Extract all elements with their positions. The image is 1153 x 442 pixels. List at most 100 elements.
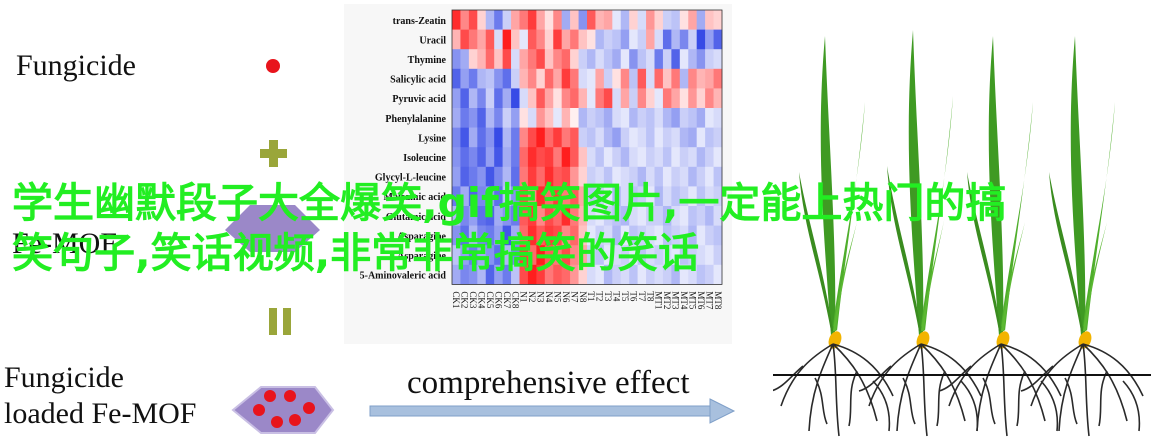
heatmap-cell — [587, 29, 596, 50]
heatmap-cell — [629, 147, 638, 168]
heatmap-cell — [705, 245, 714, 266]
heatmap-cell — [544, 147, 554, 168]
heatmap-col-label: MT6 — [696, 291, 706, 310]
heatmap-cell — [671, 166, 681, 187]
heatmap: trans-Zeatin Uracil Thymine Salicylic acid P… — [360, 9, 723, 310]
heatmap-cell — [595, 147, 605, 168]
heatmap-cell — [527, 49, 537, 70]
heatmap-cell — [603, 147, 613, 168]
heatmap-cell — [578, 147, 588, 168]
heatmap-cell — [587, 186, 596, 207]
heatmap-cell — [452, 108, 461, 128]
heatmap-cell — [612, 88, 622, 109]
heatmap-cell — [637, 10, 647, 30]
heatmap-cell — [671, 29, 681, 50]
heatmap-cell — [502, 245, 512, 266]
heatmap-cell — [713, 206, 723, 226]
heatmap-cell — [620, 245, 630, 266]
heatmap-cell — [485, 29, 495, 50]
heatmap-cell — [544, 88, 554, 109]
heatmap-cell — [629, 88, 638, 109]
heatmap-cell — [570, 108, 579, 128]
heatmap-cell — [646, 264, 655, 285]
heatmap-cell — [612, 225, 622, 246]
heatmap-cell — [696, 29, 706, 50]
heatmap-cell — [578, 127, 588, 148]
heatmap-cell — [544, 264, 554, 285]
heatmap-col-label: N2 — [527, 291, 537, 302]
heatmap-cell — [713, 29, 723, 50]
heatmap-cell — [553, 29, 562, 50]
pause-icon — [269, 308, 291, 335]
heatmap-cell — [595, 225, 605, 246]
heatmap-cell — [536, 206, 546, 226]
heatmap-cell — [536, 264, 546, 285]
heatmap-cell — [713, 186, 723, 207]
heatmap-cell — [561, 49, 571, 70]
heatmap-cell — [494, 88, 503, 109]
heatmap-cell — [662, 206, 672, 226]
heatmap-cell — [595, 206, 605, 226]
heatmap-cell — [561, 68, 571, 89]
heatmap-cell — [637, 166, 647, 187]
heatmap-cell — [679, 49, 689, 70]
heatmap-cell — [654, 186, 664, 207]
heatmap-cell — [705, 264, 714, 285]
heatmap-cell — [646, 186, 655, 207]
heatmap-cell — [527, 166, 537, 187]
heatmap-col-label: CK3 — [468, 291, 478, 309]
heatmap-row-label: Glycyl-L-leucine — [375, 173, 447, 184]
heatmap-cell — [629, 68, 638, 89]
heatmap-cell — [612, 108, 622, 128]
heatmap-cell — [629, 186, 638, 207]
heatmap-row-label: Salicylic acid — [390, 75, 446, 86]
heatmap-cell — [603, 108, 613, 128]
heatmap-cell — [595, 264, 605, 285]
heatmap-cell — [485, 225, 495, 246]
heatmap-cell — [629, 166, 638, 187]
heatmap-cell — [595, 88, 605, 109]
heatmap-cell — [468, 264, 478, 285]
heatmap-cell — [637, 206, 647, 226]
heatmap-cell — [477, 186, 487, 207]
heatmap-cell — [460, 225, 470, 246]
heatmap-cell — [671, 108, 681, 128]
heatmap-cell — [494, 245, 503, 266]
heatmap-cell — [511, 108, 520, 128]
heatmap-cell — [553, 127, 562, 148]
heatmap-cell — [696, 264, 706, 285]
heatmap-cell — [603, 264, 613, 285]
heatmap-cell — [544, 206, 554, 226]
heatmap-cell — [688, 206, 697, 226]
heatmap-cell — [595, 166, 605, 187]
heatmap-cell — [696, 186, 706, 207]
heatmap-col-label: T5 — [620, 291, 630, 301]
heatmap-cell — [502, 29, 512, 50]
heatmap-cell — [452, 225, 461, 246]
heatmap-cell — [468, 186, 478, 207]
heatmap-cell — [468, 225, 478, 246]
heatmap-cell — [527, 147, 537, 168]
heatmap-col-label: MT2 — [662, 291, 672, 309]
heatmap-cell — [536, 245, 546, 266]
heatmap-cell — [662, 68, 672, 89]
heatmap-cell — [477, 225, 487, 246]
heatmap-cell — [502, 225, 512, 246]
heatmap-cell — [494, 108, 503, 128]
heatmap-cell — [511, 147, 520, 168]
heatmap-cell — [671, 245, 681, 266]
heatmap-cell — [502, 10, 512, 30]
heatmap-cell — [705, 186, 714, 207]
heatmap-cell — [696, 166, 706, 187]
heatmap-cell — [452, 186, 461, 207]
heatmap-cell — [544, 245, 554, 266]
heatmap-cell — [477, 147, 487, 168]
heatmap-cell — [553, 245, 562, 266]
heatmap-cell — [713, 127, 723, 148]
heatmap-cell — [527, 10, 537, 30]
heatmap-cell — [646, 49, 655, 70]
heatmap-cell — [578, 29, 588, 50]
heatmap-col-label: MT1 — [654, 291, 664, 309]
heatmap-col-label: CK2 — [460, 291, 470, 308]
heatmap-cell — [561, 108, 571, 128]
